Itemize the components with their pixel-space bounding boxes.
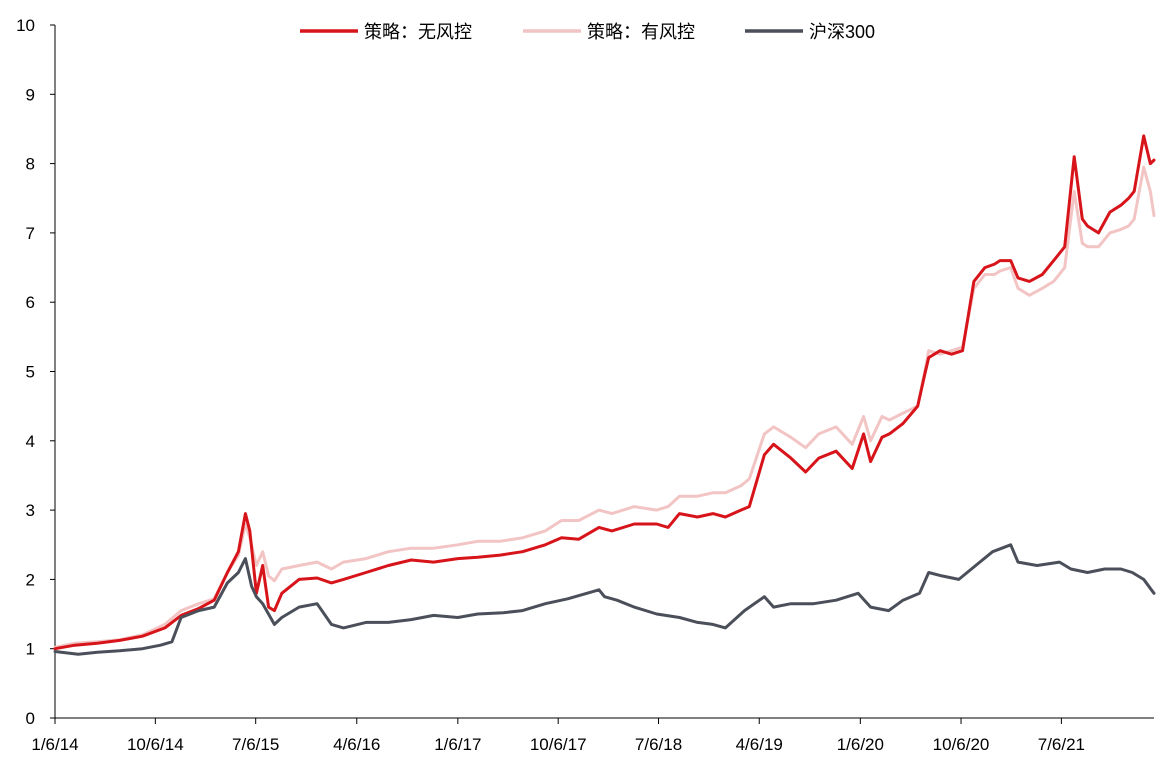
y-tick-label: 5 <box>26 363 35 382</box>
y-axis: 0 1 2 3 4 5 6 7 8 9 10 <box>16 16 56 728</box>
x-tick-label: 10/6/14 <box>127 735 184 754</box>
y-tick-label: 1 <box>26 640 35 659</box>
legend-label: 策略：无风控 <box>364 22 472 42</box>
legend-label: 策略：有风控 <box>587 22 695 42</box>
y-tick-label: 2 <box>26 570 35 589</box>
x-tick-label: 7/6/21 <box>1038 735 1085 754</box>
y-tick-label: 3 <box>26 501 35 520</box>
y-tick-label: 9 <box>26 85 35 104</box>
x-tick-label: 4/6/19 <box>736 735 783 754</box>
x-tick-label: 7/6/18 <box>635 735 682 754</box>
y-tick-label: 6 <box>26 293 35 312</box>
x-tick-label: 1/6/17 <box>434 735 481 754</box>
series-line-0 <box>53 134 1156 651</box>
x-tick-label: 4/6/16 <box>333 735 380 754</box>
x-tick-label: 1/6/20 <box>837 735 884 754</box>
y-tick-label: 8 <box>26 155 35 174</box>
x-tick-label: 7/6/15 <box>232 735 279 754</box>
y-tick-label: 0 <box>26 709 35 728</box>
legend: 策略：无风控 策略：有风控 沪深300 <box>300 22 875 42</box>
y-tick-label: 7 <box>26 224 35 243</box>
series-line-2 <box>53 543 1156 656</box>
legend-label: 沪深300 <box>809 22 875 42</box>
y-tick-label: 4 <box>26 432 35 451</box>
y-tick-label: 10 <box>16 16 35 35</box>
x-tick-label: 10/6/20 <box>933 735 990 754</box>
series-line-1 <box>53 165 1156 649</box>
series-layer <box>53 134 1156 656</box>
x-tick-label: 1/6/14 <box>31 735 78 754</box>
x-axis: 1/6/14 10/6/14 7/6/15 4/6/16 1/6/17 10/6/17 7/… <box>31 717 1154 754</box>
x-tick-label: 10/6/17 <box>530 735 587 754</box>
